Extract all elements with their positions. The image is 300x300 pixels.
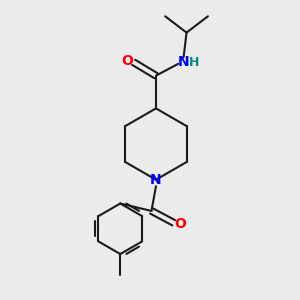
- Text: N: N: [150, 173, 162, 187]
- Text: H: H: [188, 56, 199, 69]
- Text: N: N: [178, 55, 189, 69]
- Text: O: O: [174, 217, 186, 231]
- Text: O: O: [121, 54, 133, 68]
